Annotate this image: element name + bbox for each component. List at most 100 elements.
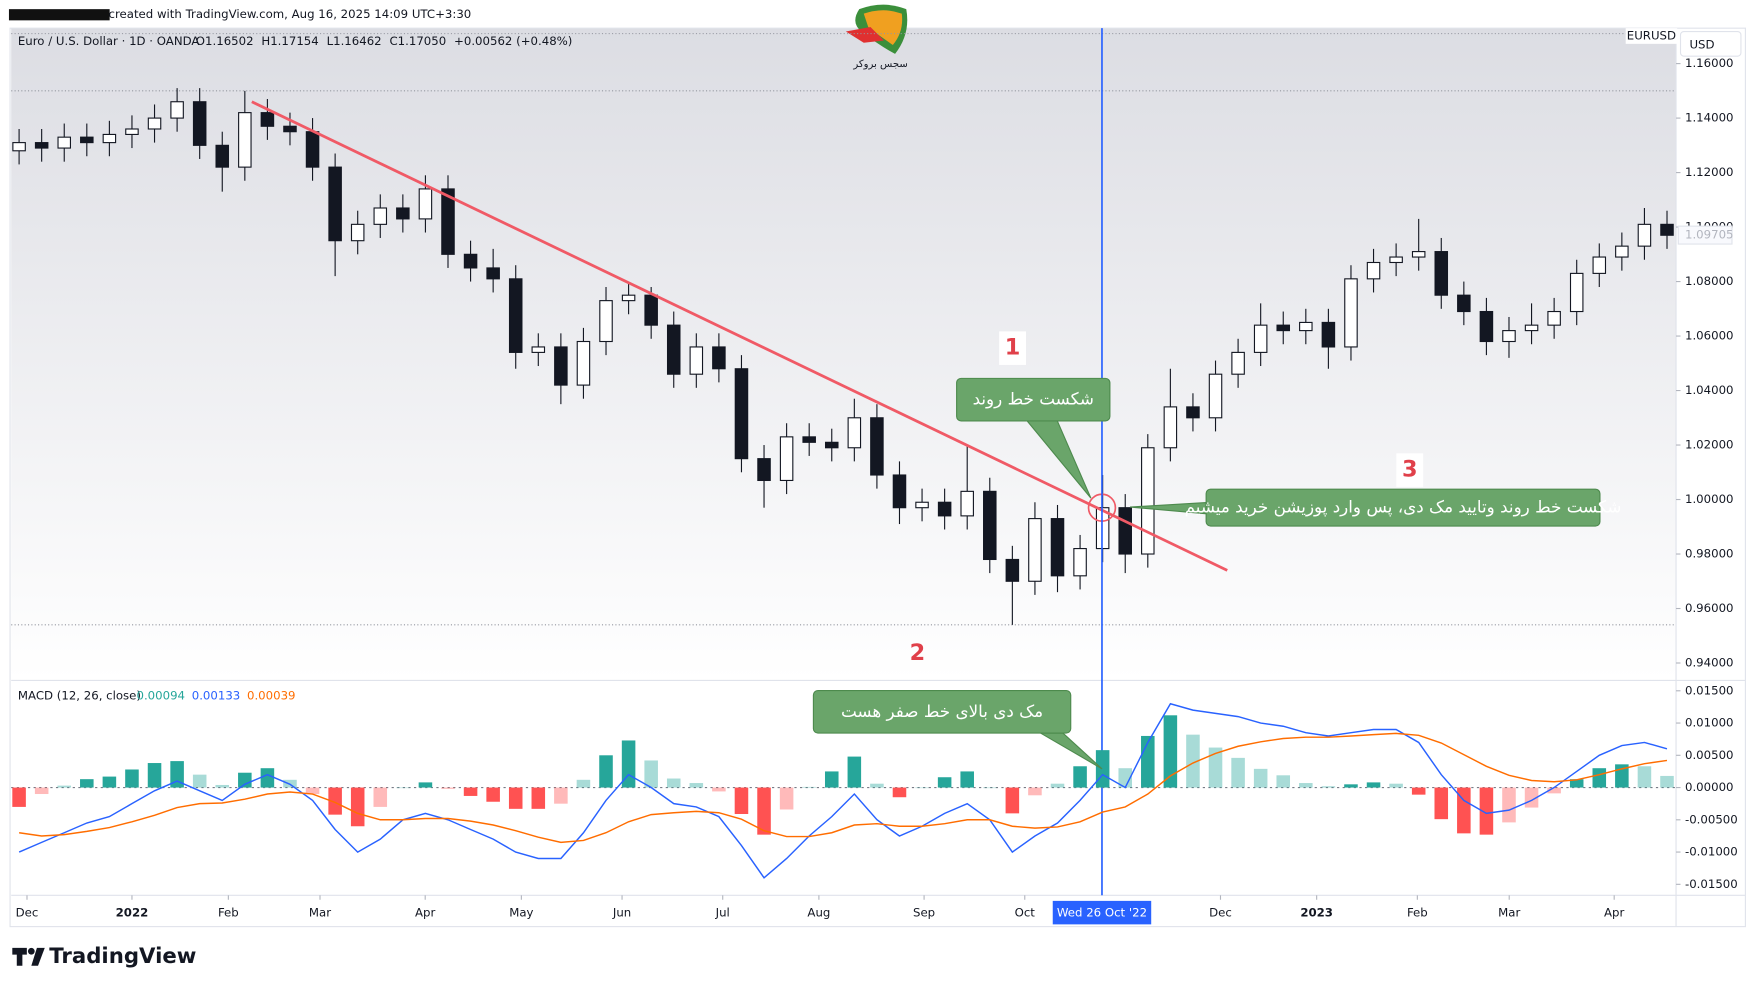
histogram-bar [599, 755, 613, 788]
x-tick-label: 2023 [1300, 906, 1333, 920]
x-tick-label: 2022 [116, 906, 149, 920]
currency-box [1679, 30, 1742, 57]
candle-body [734, 368, 749, 460]
y-tick-label: -0.01000 [1685, 845, 1738, 859]
candle-body [1434, 251, 1449, 296]
candle-body [1366, 261, 1381, 280]
redacted-username [8, 9, 110, 21]
candle-body [396, 207, 410, 220]
legend-value: H1.17154 [261, 34, 318, 48]
histogram-bar [1569, 779, 1584, 788]
histogram-bar [1118, 768, 1132, 788]
histogram-bar [1253, 768, 1268, 788]
step-marker: 1 [1005, 335, 1021, 361]
histogram-bar [12, 787, 26, 807]
histogram-bar [1479, 787, 1494, 835]
legend-value: C1.17050 [389, 34, 446, 48]
candle-body [779, 436, 794, 482]
macd-line [19, 732, 1668, 844]
histogram-bar [802, 786, 816, 788]
histogram-bar [170, 761, 184, 788]
candle-body [1118, 507, 1132, 555]
candle-body [576, 340, 591, 386]
y-tick-label: 1.12000 [1685, 165, 1734, 179]
candle-body [1163, 406, 1178, 449]
marker-box [1396, 453, 1424, 487]
histogram-bar [463, 787, 478, 796]
histogram-bar [34, 787, 49, 795]
last-price: 1.09705 [1685, 228, 1734, 242]
candle-body [1457, 294, 1471, 313]
y-tick-label: 1.08000 [1685, 274, 1734, 288]
histogram-bar [1073, 766, 1087, 788]
candle-body [1344, 278, 1358, 348]
candle-body [1479, 310, 1494, 343]
last-price-box [1677, 225, 1733, 245]
x-tick-label: Sep [913, 906, 935, 920]
candle-body [1073, 548, 1087, 577]
legend-title: Euro / U.S. Dollar · 1D · OANDA [18, 34, 200, 48]
histogram-bar [1028, 787, 1042, 796]
crosshair-date-box [1052, 900, 1152, 925]
histogram-bar [1389, 783, 1403, 788]
header-credit: created with TradingView.com, Aug 16, 20… [109, 7, 472, 21]
step-marker: 3 [1402, 457, 1418, 483]
marker-box [999, 331, 1026, 365]
histogram-bar [1186, 734, 1200, 788]
candle-body [283, 125, 297, 133]
candle-body [1524, 324, 1539, 332]
y-tick-label: 0.00000 [1685, 780, 1734, 794]
candle-body [712, 346, 726, 370]
histogram-bar [80, 779, 94, 788]
footer-logo [12, 947, 45, 966]
legend-value: L1.16462 [327, 34, 382, 48]
histogram-bar [328, 787, 342, 815]
histogram-bar [576, 779, 591, 788]
candle-body [1660, 223, 1674, 236]
candle-body [102, 133, 117, 144]
x-tick-label: Mar [309, 906, 331, 920]
histogram-bar [1434, 787, 1449, 820]
candle-body [666, 324, 681, 375]
x-tick-label: Apr [1604, 906, 1624, 920]
histogram-bar [1457, 787, 1471, 834]
candle-body [1637, 223, 1652, 247]
y-tick-label: 0.96000 [1685, 601, 1734, 615]
callout-text: مک دی بالای خط صفر هست [841, 701, 1043, 721]
histogram-bar [1502, 787, 1516, 823]
callout-text: شکست خط روند [973, 389, 1094, 409]
candle-body [125, 128, 139, 135]
histogram-bar [1208, 747, 1223, 788]
histogram-bar [215, 784, 230, 788]
candle-body [824, 441, 839, 449]
histogram-bar [57, 785, 72, 788]
y-tick-label: -0.01500 [1685, 877, 1738, 891]
candle-body [418, 188, 433, 220]
legend-value: +0.00562 (+0.48%) [454, 34, 572, 48]
histogram-bar [125, 769, 139, 788]
candle-body [1615, 245, 1629, 258]
candle-body [57, 136, 72, 149]
candle-body [1321, 321, 1336, 348]
x-tick-label: Mar [1498, 906, 1520, 920]
callout-box [812, 689, 1072, 734]
legend-value: O1.16502 [196, 34, 254, 48]
histogram-bar [396, 787, 410, 789]
histogram-bar [147, 763, 162, 788]
legend-value: 0.00039 [247, 689, 296, 703]
candle-body [1547, 310, 1561, 326]
histogram-bar [960, 771, 974, 788]
candle-body [689, 346, 704, 375]
footer-brand: TradingView [49, 944, 196, 969]
histogram-bar [847, 756, 862, 788]
candle-body [192, 101, 207, 146]
legend-value: 0.00133 [192, 689, 241, 703]
histogram-bar [486, 787, 500, 802]
candle-body [554, 346, 568, 386]
histogram-bar [1637, 766, 1652, 788]
candle-body [1141, 447, 1155, 555]
candle-body [1050, 518, 1065, 577]
price-pane [11, 28, 1677, 681]
